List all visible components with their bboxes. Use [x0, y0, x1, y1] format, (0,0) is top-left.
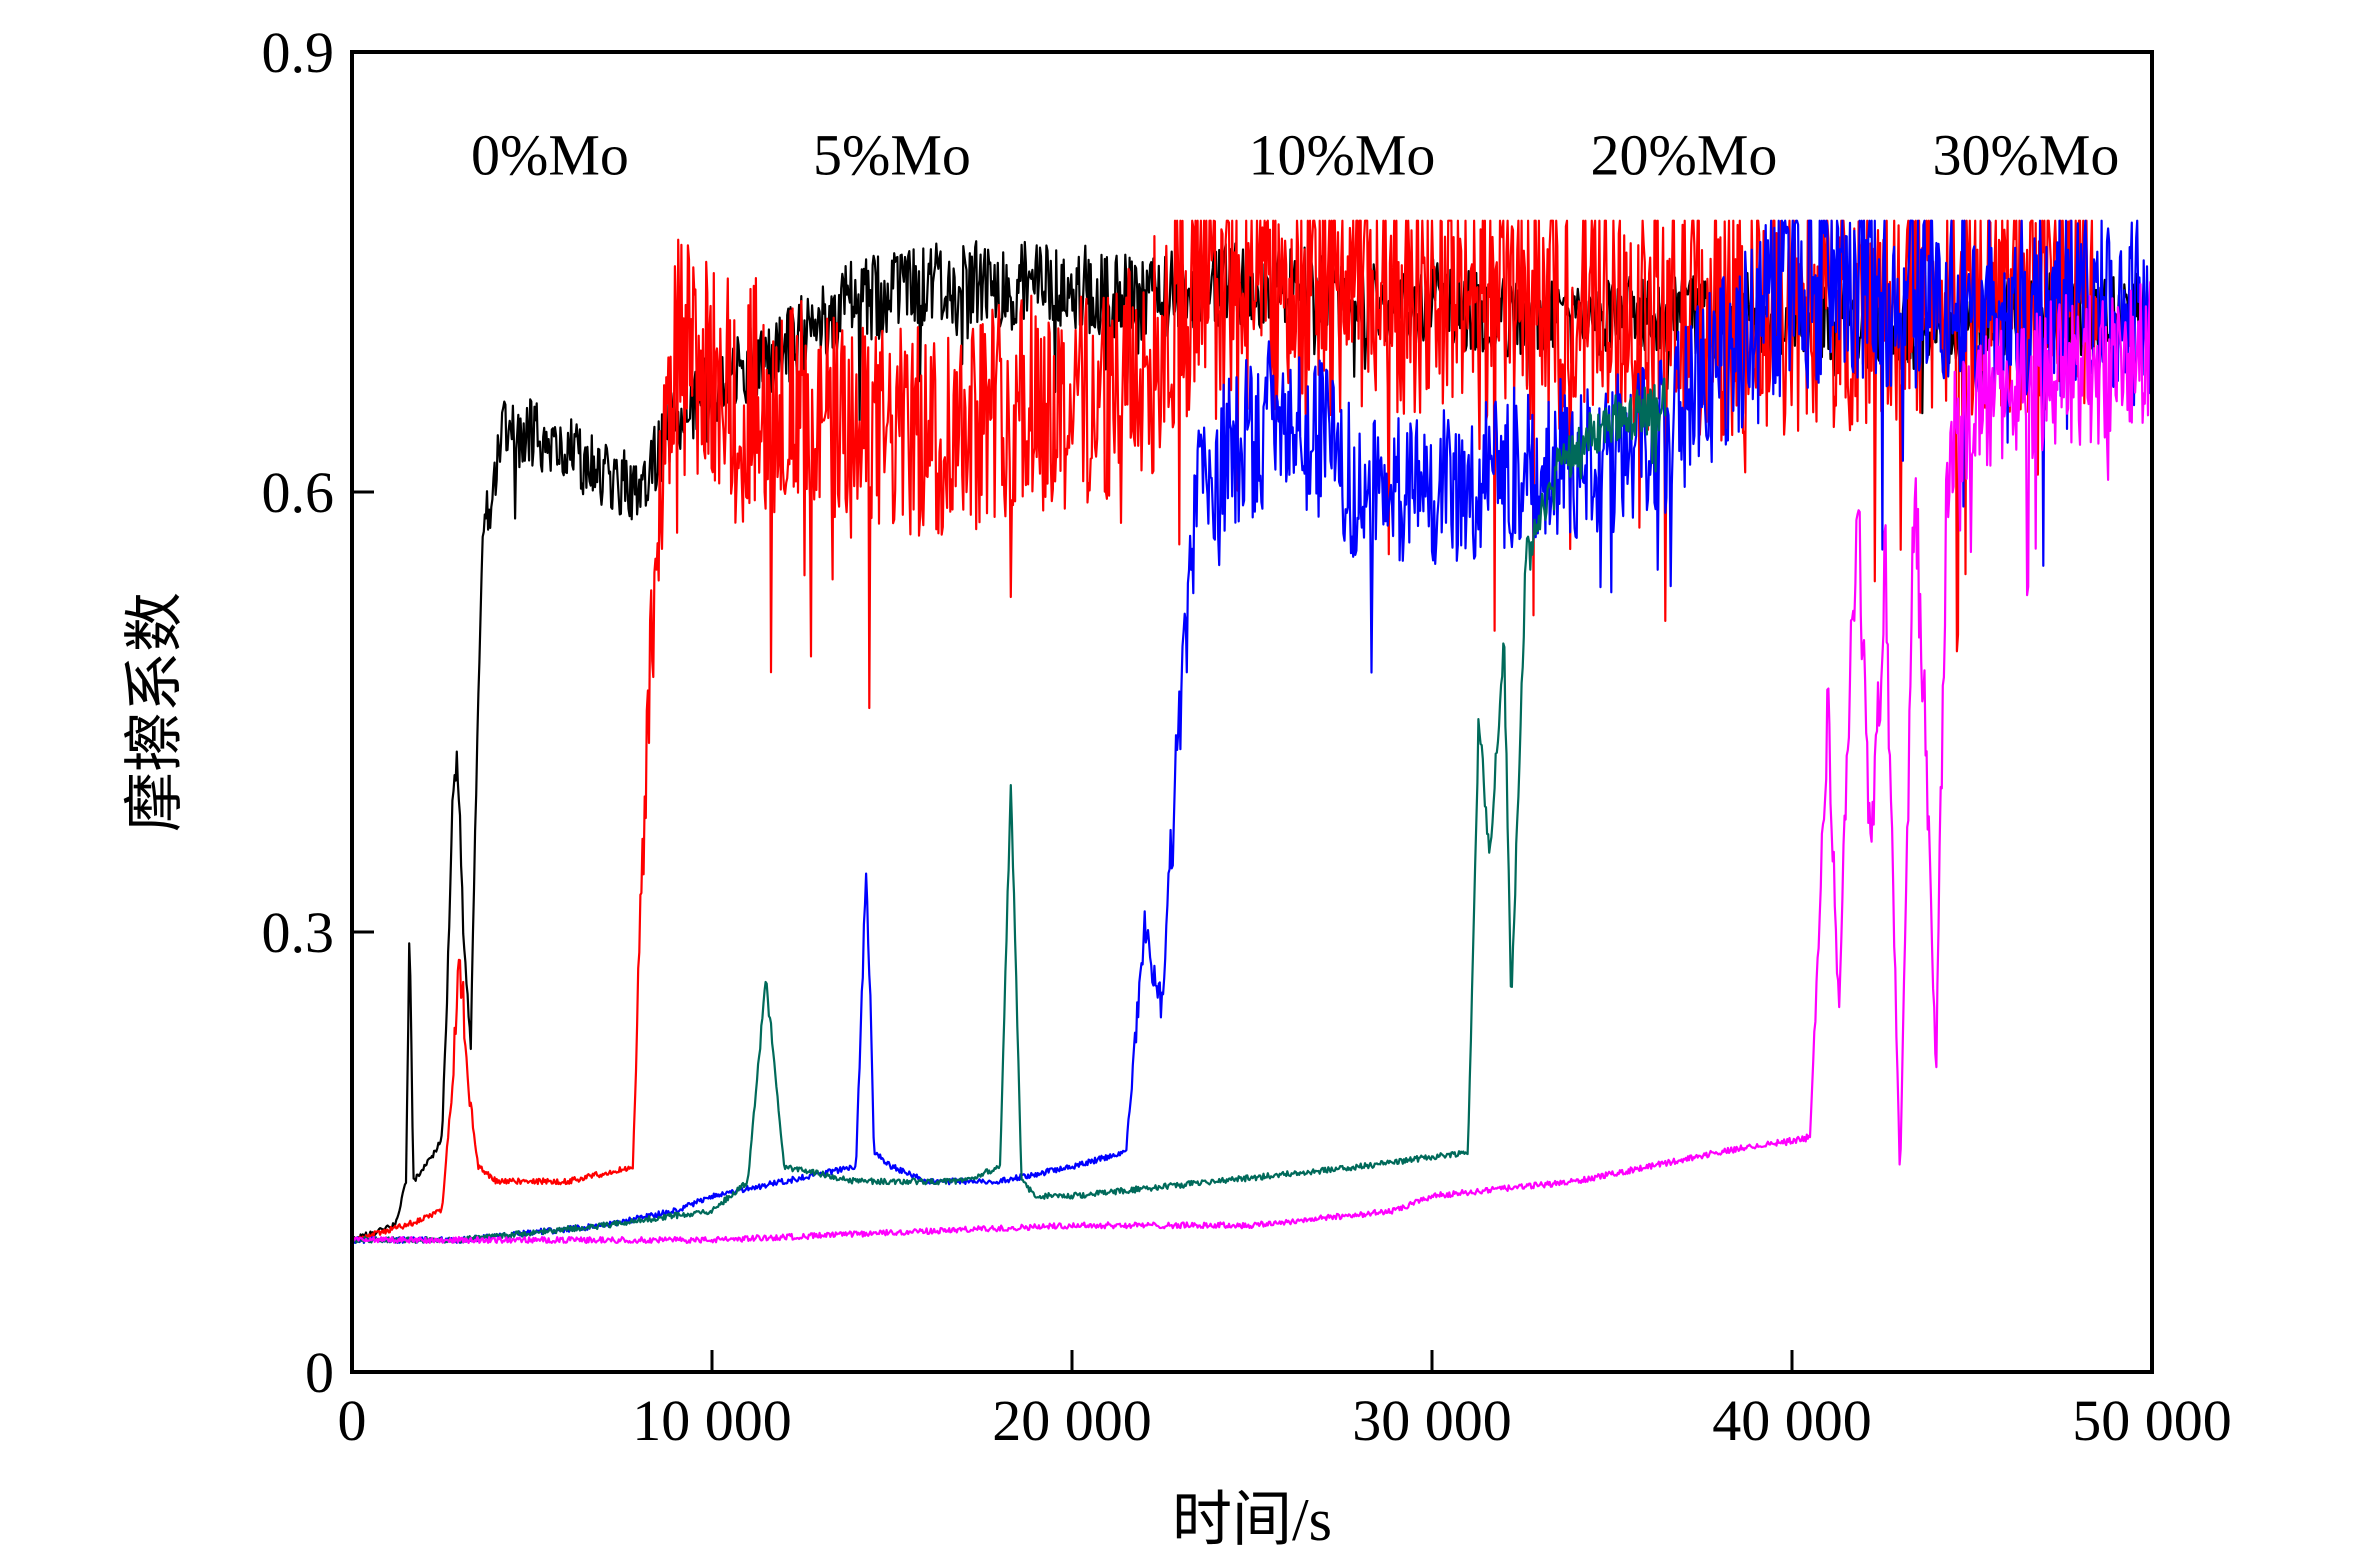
series-labels: 0%Mo 5%Mo 10%Mo 20%Mo 30%Mo — [471, 123, 2119, 188]
x-tick-label: 20 000 — [992, 1388, 1152, 1453]
series-label: 20%Mo — [1591, 123, 1778, 188]
x-tick-label: 50 000 — [2072, 1388, 2232, 1453]
y-tick-label: 0.3 — [262, 900, 335, 965]
series-line — [351, 219, 2099, 1242]
x-tick-label: 40 000 — [1712, 1388, 1872, 1453]
series-label: 0%Mo — [471, 123, 629, 188]
y-tick-label: 0.6 — [262, 460, 335, 525]
y-axis-title: 摩擦系数 — [122, 592, 188, 832]
series-line — [351, 281, 2153, 1245]
x-tick-label: 0 — [338, 1388, 367, 1453]
series-label: 30%Mo — [1933, 123, 2120, 188]
x-axis-title: 时间/s — [1172, 1487, 1332, 1553]
y-tick-label: 0 — [305, 1340, 334, 1405]
series-line — [350, 219, 2153, 1245]
series-label: 10%Mo — [1249, 123, 1436, 188]
series-layer — [350, 219, 2153, 1245]
series-line — [350, 377, 1667, 1244]
plot-frame — [350, 50, 2154, 1374]
ticks-layer: 0 10 000 20 000 30 000 40 000 50 000 0 0.3 0.6 0.… — [262, 20, 2232, 1453]
x-tick-label: 30 000 — [1352, 1388, 1512, 1453]
x-tick-label: 10 000 — [632, 1388, 792, 1453]
y-tick-label: 0.9 — [262, 20, 335, 85]
series-label: 5%Mo — [813, 123, 971, 188]
